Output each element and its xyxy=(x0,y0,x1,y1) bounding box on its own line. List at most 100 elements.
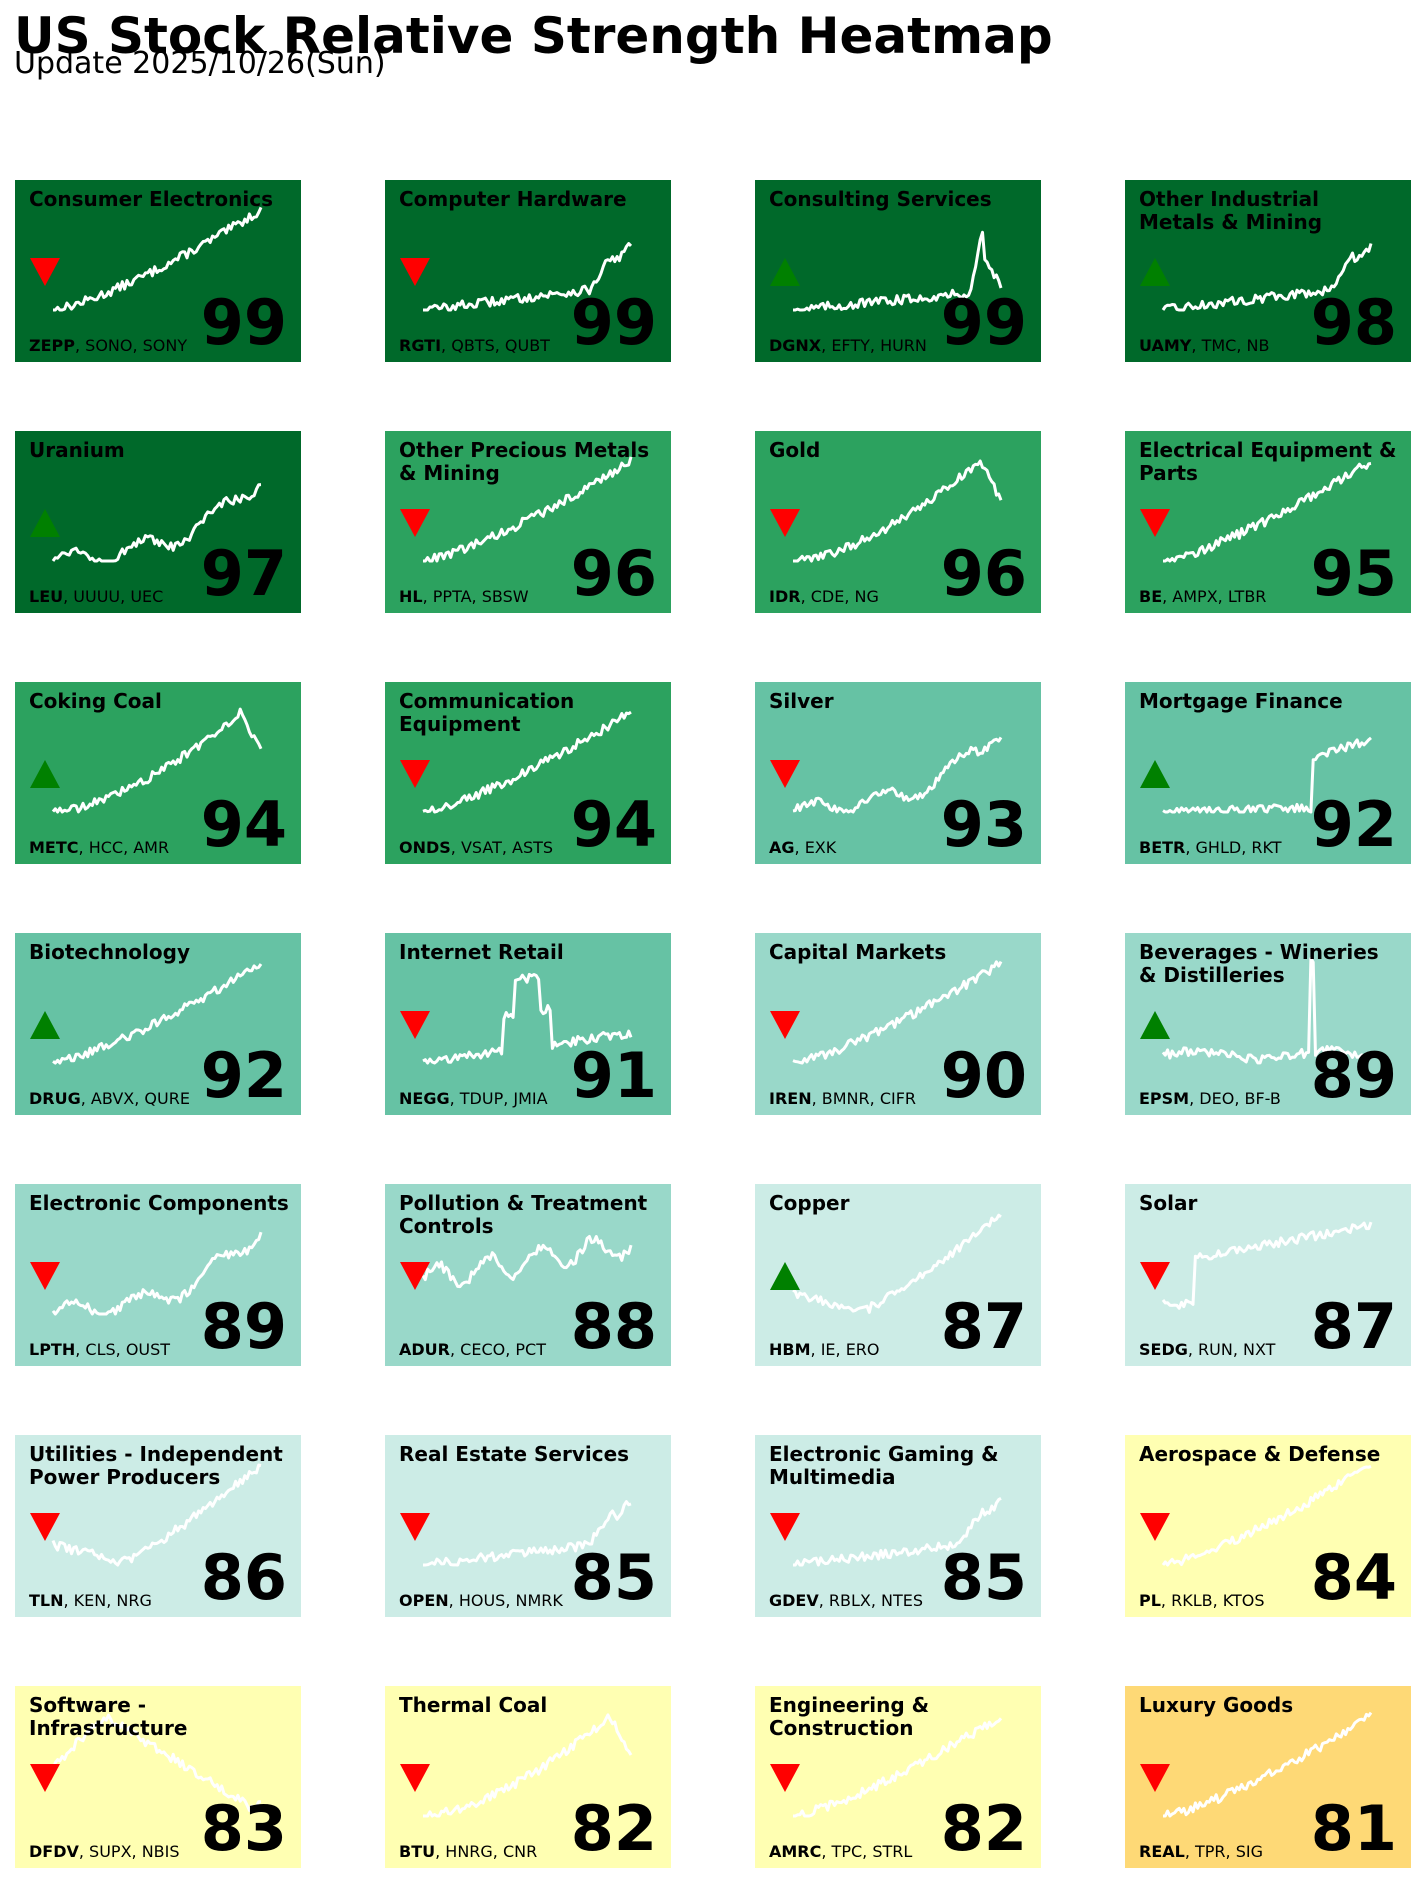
ticker: , HURN xyxy=(869,336,927,355)
update-date: Update 2025/10/26(Sun) xyxy=(14,46,386,81)
sparkline-series xyxy=(792,1213,1002,1314)
heatmap-tile[interactable]: Computer Hardware RGTI, QBTS, QUBT 99 xyxy=(385,180,671,362)
trend-down-icon xyxy=(400,1262,430,1290)
lead-ticker: HL xyxy=(399,587,423,606)
tile-score: 94 xyxy=(570,788,657,861)
heatmap-tile[interactable]: Consumer Electronics ZEPP, SONO, SONY 99 xyxy=(15,180,301,362)
sparkline-series xyxy=(1161,957,1373,1065)
tile-tickers: IDR, CDE, NG xyxy=(769,587,879,606)
tile-industry-name: Solar xyxy=(1139,1191,1198,1215)
heatmap-tile[interactable]: Mortgage Finance BETR, GHLD, RKT 92 xyxy=(1125,682,1411,864)
heatmap-tile[interactable]: Biotechnology DRUG, ABVX, QURE 92 xyxy=(15,933,301,1115)
heatmap-tile[interactable]: Electronic Components LPTH, CLS, OUST 89 xyxy=(15,1184,301,1366)
tile-tickers: BE, AMPX, LTBR xyxy=(1139,587,1266,606)
ticker: , NMRK xyxy=(505,1591,563,1610)
sparkline-series xyxy=(1163,462,1372,563)
heatmap-tile[interactable]: Other Precious Metals & Mining HL, PPTA, … xyxy=(385,431,671,613)
heatmap-tile[interactable]: Internet Retail NEGG, TDUP, JMIA 91 xyxy=(385,933,671,1115)
ticker: , TPR xyxy=(1184,1842,1226,1861)
tile-score: 90 xyxy=(940,1039,1027,1112)
heatmap-tile[interactable]: Electrical Equipment & Parts BE, AMPX, LT… xyxy=(1125,431,1411,613)
trend-down-icon xyxy=(770,1011,800,1039)
tile-score: 99 xyxy=(940,286,1027,359)
lead-ticker: METC xyxy=(29,838,79,857)
heatmap-tile[interactable]: Copper HBM, IE, ERO 87 xyxy=(755,1184,1041,1366)
heatmap-tile[interactable]: Communication Equipment ONDS, VSAT, ASTS 9… xyxy=(385,682,671,864)
heatmap-tile[interactable]: Gold IDR, CDE, NG 96 xyxy=(755,431,1041,613)
sparkline xyxy=(423,242,633,312)
ticker: , LTBR xyxy=(1217,587,1267,606)
ticker: , STRL xyxy=(862,1842,913,1861)
sparkline-series xyxy=(793,1717,1003,1818)
ticker: , OUST xyxy=(115,1340,171,1359)
heatmap-tile[interactable]: Thermal Coal BTU, HNRG, CNR 82 xyxy=(385,1686,671,1868)
tile-tickers: IREN, BMNR, CIFR xyxy=(769,1089,916,1108)
heatmap-tile[interactable]: Pollution & Treatment Controls ADUR, CECO… xyxy=(385,1184,671,1366)
ticker: , EFTY xyxy=(821,336,870,355)
heatmap-tile[interactable]: Other Industrial Metals & Mining UAMY, TM… xyxy=(1125,180,1411,362)
sparkline xyxy=(793,1496,1002,1567)
heatmap-tile[interactable]: Electronic Gaming & Multimedia GDEV, RBLX… xyxy=(755,1435,1041,1617)
sparkline-series xyxy=(792,736,1003,814)
sparkline xyxy=(793,230,1003,312)
trend-up-icon xyxy=(30,1011,60,1039)
heatmap-tile[interactable]: Utilities - Independent Power Producers T… xyxy=(15,1435,301,1617)
heatmap-tile[interactable]: Silver AG, EXK 93 xyxy=(755,682,1041,864)
ticker: , NRG xyxy=(106,1591,152,1610)
lead-ticker: REAL xyxy=(1139,1842,1185,1861)
ticker: , AMR xyxy=(123,838,170,857)
heatmap-tile[interactable]: Real Estate Services OPEN, HOUS, NMRK 85 xyxy=(385,1435,671,1617)
tile-industry-name: Aerospace & Defense xyxy=(1139,1442,1381,1466)
tile-score: 89 xyxy=(1310,1039,1397,1112)
trend-down-icon xyxy=(400,258,430,286)
trend-down-icon xyxy=(30,258,60,286)
tile-industry-name: Software - Infrastructure xyxy=(29,1693,188,1740)
heatmap-tile[interactable]: Capital Markets IREN, BMNR, CIFR 90 xyxy=(755,933,1041,1115)
ticker: , HOUS xyxy=(448,1591,506,1610)
heatmap-tile[interactable]: Engineering & Construction AMRC, TPC, STR… xyxy=(755,1686,1041,1868)
heatmap-tile[interactable]: Luxury Goods REAL, TPR, SIG 81 xyxy=(1125,1686,1411,1868)
sparkline-series xyxy=(51,707,263,814)
sparkline-series xyxy=(51,1463,262,1567)
heatmap-tile[interactable]: Uranium LEU, UUUU, UEC 97 xyxy=(15,431,301,613)
ticker: , VSAT xyxy=(450,838,502,857)
tile-tickers: ZEPP, SONO, SONY xyxy=(29,336,187,355)
lead-ticker: DRUG xyxy=(29,1089,81,1108)
ticker: , TDUP xyxy=(449,1089,504,1108)
sparkline-series xyxy=(1161,1464,1372,1567)
trend-up-icon xyxy=(30,760,60,788)
heatmap-tile[interactable]: Consulting Services DGNX, EFTY, HURN 99 xyxy=(755,180,1041,362)
tile-score: 88 xyxy=(570,1290,657,1363)
sparkline xyxy=(1163,462,1372,563)
tile-industry-name: Gold xyxy=(769,438,821,462)
ticker: , ASTS xyxy=(501,838,554,857)
ticker: , SIG xyxy=(1225,1842,1263,1861)
ticker: , RKLB xyxy=(1160,1591,1213,1610)
heatmap-tile[interactable]: Coking Coal METC, HCC, AMR 94 xyxy=(15,682,301,864)
trend-up-icon xyxy=(1140,1011,1170,1039)
lead-ticker: AMRC xyxy=(769,1842,822,1861)
tile-industry-name: Mortgage Finance xyxy=(1139,689,1343,713)
ticker: , IE xyxy=(810,1340,836,1359)
tile-score: 82 xyxy=(940,1792,1027,1865)
sparkline xyxy=(1161,243,1373,312)
heatmap-tile[interactable]: Solar SEDG, RUN, NXT 87 xyxy=(1125,1184,1411,1366)
ticker: , TMC xyxy=(1191,336,1237,355)
ticker: , RUN xyxy=(1187,1340,1233,1359)
ticker: , ERO xyxy=(835,1340,880,1359)
heatmap-tile[interactable]: Aerospace & Defense PL, RKLB, KTOS 84 xyxy=(1125,1435,1411,1617)
tile-industry-name: Silver xyxy=(769,689,834,713)
lead-ticker: ZEPP xyxy=(29,336,75,355)
heatmap-tile[interactable]: Software - Infrastructure DFDV, SUPX, NBI… xyxy=(15,1686,301,1868)
sparkline-series xyxy=(793,459,1003,563)
ticker: , BF-B xyxy=(1234,1089,1281,1108)
tile-tickers: HBM, IE, ERO xyxy=(769,1340,880,1359)
tile-score: 86 xyxy=(200,1541,287,1614)
trend-down-icon xyxy=(400,509,430,537)
heatmap-tile[interactable]: Beverages - Wineries & Distilleries EPSM,… xyxy=(1125,933,1411,1115)
ticker: , NB xyxy=(1236,336,1270,355)
sparkline xyxy=(792,960,1003,1065)
ticker: , SONY xyxy=(132,336,188,355)
tile-tickers: EPSM, DEO, BF-B xyxy=(1139,1089,1281,1108)
ticker: , QUBT xyxy=(494,336,550,355)
